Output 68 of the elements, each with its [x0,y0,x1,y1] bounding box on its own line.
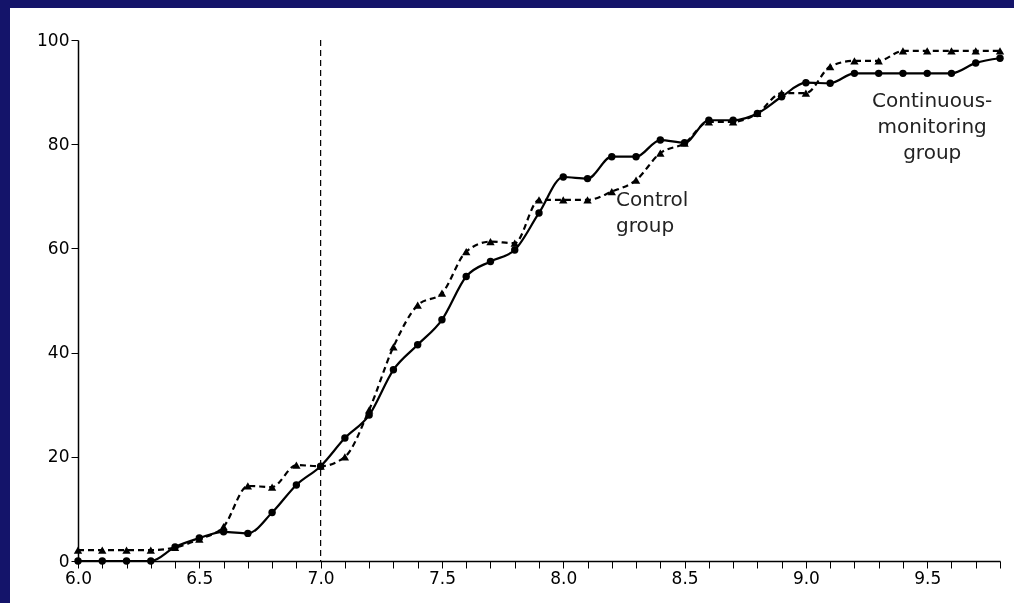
point [243,482,253,490]
series-label: Continuous-monitoring group [872,88,993,165]
y-tick-label: 20 [47,446,70,467]
x-tick-label: 6.5 [186,567,214,588]
point [413,341,422,349]
point [462,247,471,256]
point [413,301,422,309]
y-tick-label: 100 [37,29,70,50]
point [947,47,956,55]
point [559,196,568,204]
point [341,434,349,442]
x-tick-label: 8.5 [671,567,699,588]
point [340,453,350,461]
y-tick-label: 80 [47,133,70,154]
point [583,196,592,204]
point [534,196,544,204]
point [825,62,835,71]
y-tick-label: 60 [47,237,70,258]
point [850,69,859,78]
point [923,69,931,78]
point [656,149,665,157]
y-tick-label: 40 [47,342,70,363]
point [267,483,277,491]
x-tick-label: 7.5 [428,567,456,588]
point [899,69,907,78]
point [874,69,883,78]
point [389,366,398,374]
point [898,47,908,55]
point [438,316,446,324]
point [923,47,932,55]
point [607,187,616,196]
point [559,173,567,181]
point [511,246,519,254]
x-tick-label: 9.5 [914,567,942,588]
point [801,89,811,97]
point [146,546,155,554]
point [462,272,470,281]
point [608,153,616,161]
point [995,47,1005,55]
point [971,47,980,55]
point [656,136,665,144]
point [292,481,301,489]
point [632,153,640,161]
point [631,176,641,184]
point [802,79,810,87]
point [437,289,447,297]
point [122,557,131,565]
x-tick-label: 7.0 [307,567,335,588]
point [292,461,301,469]
point [122,546,131,554]
point [996,54,1004,62]
point [486,238,495,246]
series-label: Control group [616,187,689,238]
point [777,93,786,101]
x-tick-label: 8.0 [550,567,578,588]
point [244,529,252,538]
point [535,209,543,217]
point [98,557,106,565]
point [826,79,834,87]
point [486,257,495,266]
point [73,546,83,554]
point [147,557,155,565]
x-tick-label: 9.0 [792,567,820,588]
point [947,69,956,78]
point [972,59,980,67]
point [583,174,592,183]
point [268,508,276,517]
point [98,546,107,554]
